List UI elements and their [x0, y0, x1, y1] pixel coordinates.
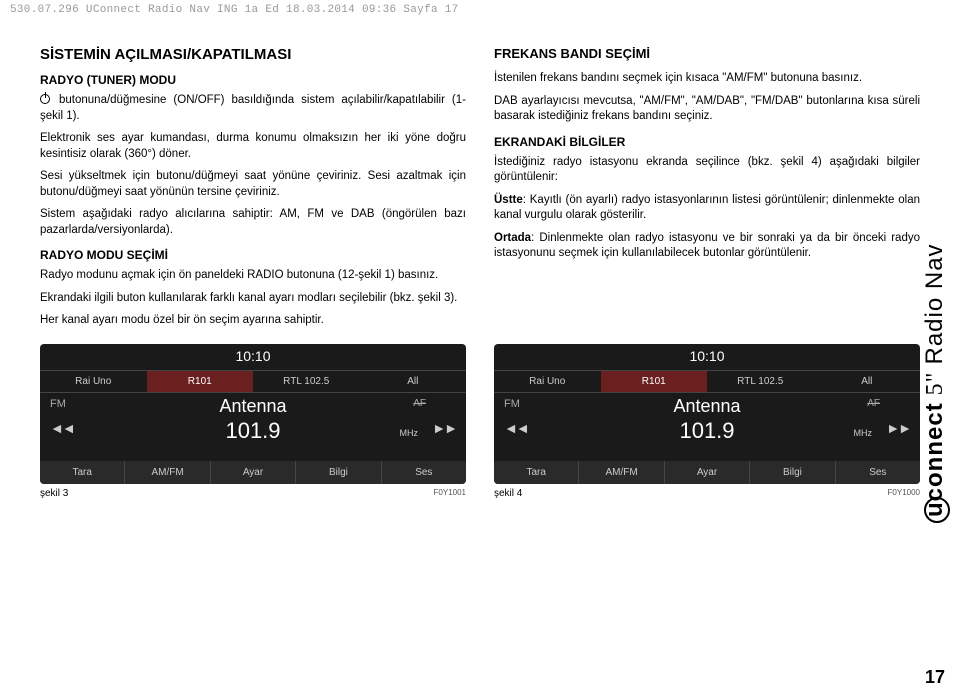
- next-icon[interactable]: ►►: [432, 420, 456, 436]
- footer-button[interactable]: Tara: [494, 461, 579, 484]
- footer-button[interactable]: Tara: [40, 461, 125, 484]
- print-header: 530.07.296 UConnect Radio Nav ING 1a Ed …: [10, 4, 459, 16]
- subsection-heading: RADYO (TUNER) MODU: [40, 73, 466, 87]
- paragraph: Sistem aşağıdaki radyo alıcılarına sahip…: [40, 207, 466, 238]
- paragraph: Elektronik ses ayar kumandası, durma kon…: [40, 131, 466, 162]
- footer-button[interactable]: Ses: [382, 461, 466, 484]
- figure-caption: şekil 3F0Y1001: [40, 488, 466, 499]
- preset-button[interactable]: R101: [147, 370, 254, 393]
- subsection-heading: EKRANDAKİ BİLGİLER: [494, 135, 920, 149]
- right-column: FREKANS BANDI SEÇİMİ İstenilen frekans b…: [494, 30, 920, 336]
- prev-icon[interactable]: ◄◄: [504, 420, 528, 436]
- paragraph: Sesi yükseltmek için butonu/düğmeyi saat…: [40, 169, 466, 200]
- station-name: Antenna: [494, 396, 920, 417]
- preset-button[interactable]: RTL 102.5: [707, 370, 814, 393]
- footer-button[interactable]: Ayar: [665, 461, 750, 484]
- page-number: 17: [925, 667, 945, 688]
- section-heading: FREKANS BANDI SEÇİMİ: [494, 46, 920, 61]
- page-content: SİSTEMİN AÇILMASI/KAPATILMASI RADYO (TUN…: [40, 30, 920, 690]
- paragraph: Ekrandaki ilgili buton kullanılarak fark…: [40, 291, 466, 307]
- power-icon: [40, 94, 50, 104]
- paragraph: Her kanal ayarı modu özel bir ön seçim a…: [40, 313, 466, 329]
- preset-button[interactable]: All: [814, 370, 921, 393]
- footer-button[interactable]: Ses: [836, 461, 920, 484]
- figure-4: 10:10 Rai Uno R101 RTL 102.5 All FM AF A…: [494, 344, 920, 499]
- radio-screen: 10:10 Rai Uno R101 RTL 102.5 All FM AF A…: [494, 344, 920, 484]
- footer-row: Tara AM/FM Ayar Bilgi Ses: [494, 461, 920, 484]
- paragraph: İstenilen frekans bandını seçmek için kı…: [494, 71, 920, 87]
- preset-button[interactable]: Rai Uno: [494, 370, 601, 393]
- paragraph: DAB ayarlayıcısı mevcutsa, "AM/FM", "AM/…: [494, 94, 920, 125]
- paragraph: butonuna/düğmesine (ON/OFF) basıldığında…: [40, 93, 466, 124]
- preset-button[interactable]: R101: [601, 370, 708, 393]
- preset-row: Rai Uno R101 RTL 102.5 All: [494, 370, 920, 393]
- next-icon[interactable]: ►►: [886, 420, 910, 436]
- prev-icon[interactable]: ◄◄: [50, 420, 74, 436]
- figure-3: 10:10 Rai Uno R101 RTL 102.5 All FM AF A…: [40, 344, 466, 499]
- unit-label: MHz: [854, 428, 873, 438]
- preset-button[interactable]: All: [360, 370, 467, 393]
- paragraph: Üstte: Kayıtlı (ön ayarlı) radyo istasyo…: [494, 193, 920, 224]
- clock: 10:10: [494, 348, 920, 364]
- preset-button[interactable]: RTL 102.5: [253, 370, 360, 393]
- footer-row: Tara AM/FM Ayar Bilgi Ses: [40, 461, 466, 484]
- subsection-heading: RADYO MODU SEÇİMİ: [40, 248, 466, 262]
- preset-row: Rai Uno R101 RTL 102.5 All: [40, 370, 466, 393]
- station-name: Antenna: [40, 396, 466, 417]
- footer-button[interactable]: Ayar: [211, 461, 296, 484]
- footer-button[interactable]: AM/FM: [579, 461, 664, 484]
- unit-label: MHz: [400, 428, 419, 438]
- paragraph: Ortada: Dinlenmekte olan radyo istasyonu…: [494, 231, 920, 262]
- clock: 10:10: [40, 348, 466, 364]
- footer-button[interactable]: AM/FM: [125, 461, 210, 484]
- footer-button[interactable]: Bilgi: [750, 461, 835, 484]
- paragraph: İstediğiniz radyo istasyonu ekranda seçi…: [494, 155, 920, 186]
- brand-sidebar: uconnect 5" Radio Nav: [920, 90, 950, 670]
- preset-button[interactable]: Rai Uno: [40, 370, 147, 393]
- left-column: SİSTEMİN AÇILMASI/KAPATILMASI RADYO (TUN…: [40, 30, 466, 336]
- figure-caption: şekil 4F0Y1000: [494, 488, 920, 499]
- radio-screen: 10:10 Rai Uno R101 RTL 102.5 All FM AF A…: [40, 344, 466, 484]
- paragraph: Radyo modunu açmak için ön paneldeki RAD…: [40, 268, 466, 284]
- section-heading: SİSTEMİN AÇILMASI/KAPATILMASI: [40, 46, 466, 63]
- footer-button[interactable]: Bilgi: [296, 461, 381, 484]
